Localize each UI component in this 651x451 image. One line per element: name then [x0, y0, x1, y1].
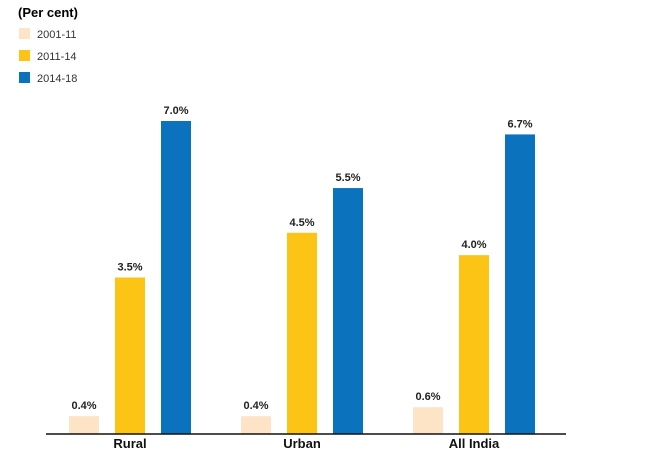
data-label-urban-2011-14: 4.5%: [289, 217, 314, 229]
bar-rural-2011-14: [115, 277, 145, 434]
category-labels: Rural Urban All India: [113, 436, 500, 451]
bar-all-india-2011-14: [459, 255, 489, 434]
data-label-urban-2001-11: 0.4%: [243, 400, 268, 412]
bar-urban-2001-11: [241, 416, 271, 434]
data-label-all-india-2001-11: 0.6%: [415, 391, 440, 403]
bar-rural-2014-18: [161, 121, 191, 434]
bar-all-india-2001-11: [413, 407, 443, 434]
legend-label-2014-18: 2014-18: [37, 73, 77, 85]
data-label-urban-2014-18: 5.5%: [335, 172, 360, 184]
unit-label: (Per cent): [18, 5, 78, 20]
legend-label-2011-14: 2011-14: [37, 51, 77, 63]
bar-all-india-2014-18: [505, 134, 535, 434]
data-label-rural-2014-18: 7.0%: [163, 105, 188, 117]
category-label-rural: Rural: [113, 436, 146, 451]
data-label-all-india-2011-14: 4.0%: [461, 239, 486, 251]
legend-swatch-2014-18: [19, 72, 30, 83]
bars: 0.4% 3.5% 7.0% 0.4% 4.5% 5.5% 0.6% 4.0% 6.7%: [69, 105, 535, 434]
legend: 2001-11 2011-14 2014-18: [19, 28, 77, 85]
data-label-all-india-2014-18: 6.7%: [507, 118, 532, 130]
legend-label-2001-11: 2001-11: [37, 29, 77, 41]
bar-urban-2014-18: [333, 188, 363, 434]
category-label-all-india: All India: [449, 436, 500, 451]
bar-urban-2011-14: [287, 232, 317, 434]
legend-swatch-2001-11: [19, 28, 30, 39]
data-label-rural-2011-14: 3.5%: [117, 262, 142, 274]
category-label-urban: Urban: [283, 436, 321, 451]
legend-swatch-2011-14: [19, 50, 30, 61]
bar-rural-2001-11: [69, 416, 99, 434]
data-label-rural-2001-11: 0.4%: [71, 400, 96, 412]
